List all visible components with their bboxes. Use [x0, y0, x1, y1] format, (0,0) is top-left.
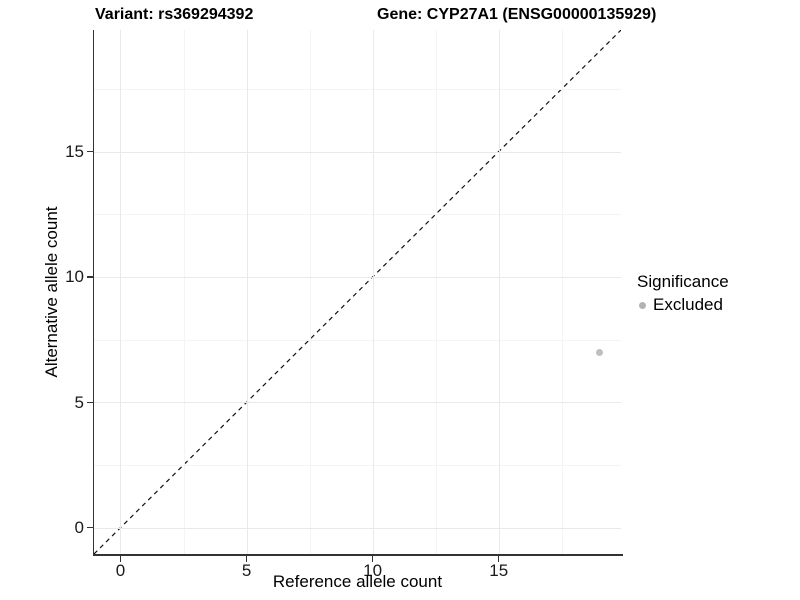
y-axis-tick	[87, 150, 93, 153]
identity-line	[94, 30, 621, 554]
gridline-major-horizontal	[94, 402, 621, 404]
data-point	[596, 348, 604, 356]
legend-item-label: Excluded	[653, 295, 723, 314]
gridline-major-horizontal	[94, 527, 621, 529]
legend-item-excluded: Excluded	[637, 295, 729, 315]
y-tick-label: 10	[65, 267, 84, 287]
x-axis-tick	[245, 555, 248, 562]
y-axis-tick	[87, 401, 93, 404]
x-axis-line	[92, 554, 623, 556]
gridline-major-horizontal	[94, 151, 621, 153]
x-axis-tick	[497, 555, 500, 562]
y-axis-tick	[87, 526, 93, 529]
x-tick-label: 0	[115, 561, 126, 580]
x-tick-label: 5	[241, 561, 252, 580]
legend-title: Significance	[637, 272, 729, 291]
y-axis-tick	[87, 276, 93, 278]
y-axis-label: Alternative allele count	[42, 206, 61, 378]
x-axis-tick	[371, 555, 374, 562]
x-tick-label: 10	[363, 561, 383, 580]
x-axis-label: Reference allele count	[272, 572, 443, 591]
gridline-major-vertical	[246, 30, 248, 554]
x-tick-label: 15	[489, 561, 509, 580]
gridline-minor-vertical	[561, 30, 563, 554]
gridline-minor-horizontal	[94, 88, 621, 90]
plot-title-variant: Variant: rs369294392	[95, 6, 254, 23]
gridline-major-horizontal	[94, 276, 621, 278]
legend-point-icon	[639, 301, 646, 309]
y-tick-label: 5	[74, 392, 84, 412]
gridline-minor-vertical	[309, 30, 311, 554]
gridline-major-vertical	[498, 30, 500, 554]
gridline-minor-vertical	[183, 30, 185, 554]
gridline-minor-horizontal	[94, 214, 621, 216]
y-tick-label: 15	[65, 142, 84, 162]
y-axis-line	[92, 30, 94, 556]
y-tick-label: 0	[74, 518, 84, 538]
gridline-major-vertical	[120, 30, 122, 554]
gridline-minor-horizontal	[94, 339, 621, 341]
gridline-major-vertical	[372, 30, 374, 554]
x-axis-tick	[119, 555, 122, 562]
plot-title-gene: Gene: CYP27A1 (ENSG00000135929)	[377, 6, 657, 23]
legend: Significance Excluded	[637, 271, 729, 315]
gridline-minor-horizontal	[94, 464, 621, 466]
gridline-minor-vertical	[435, 30, 437, 554]
plot-panel	[94, 30, 621, 554]
